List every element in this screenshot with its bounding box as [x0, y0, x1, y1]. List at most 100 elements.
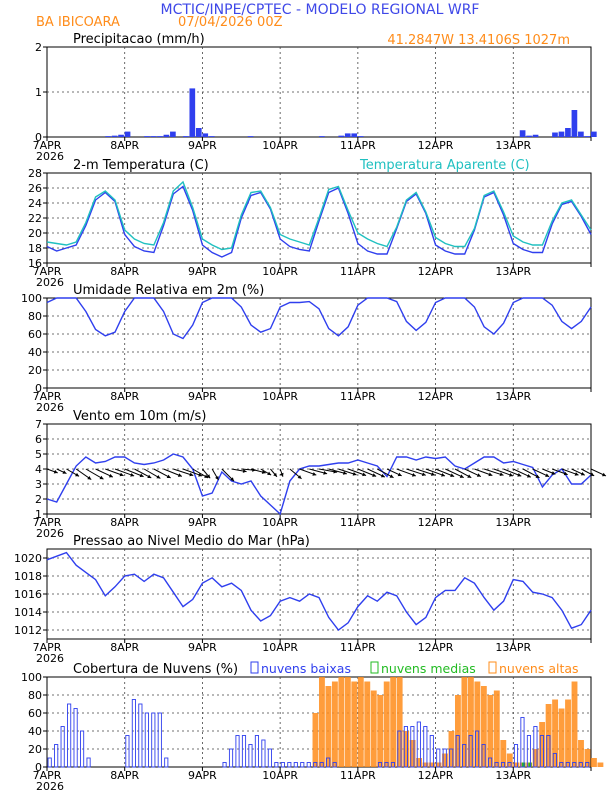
precip-day-label: 12APR: [418, 139, 454, 152]
temp-ytick-label: 26: [28, 182, 42, 195]
wind-vector-head: [545, 473, 550, 477]
cloud-bar-nuvens-altas: [370, 690, 377, 767]
rh-year-label: 2026: [36, 401, 64, 414]
cloud-bar-nuvens-altas: [558, 708, 565, 767]
wind-vector-head: [601, 472, 606, 477]
cloud-bar-nuvens-baixas: [429, 735, 434, 768]
cloud-bar-nuvens-medias: [528, 762, 532, 767]
clouds-day-label: 12APR: [418, 769, 454, 782]
wind-vector-head: [430, 472, 435, 476]
precip-day-label: 13APR: [495, 139, 531, 152]
wind-vector-head: [372, 473, 377, 477]
cloud-bar-nuvens-baixas: [267, 748, 272, 768]
wind-vector-head: [499, 472, 504, 477]
cloud-legend-swatch: [250, 661, 259, 674]
pressure-day-label: 9APR: [188, 641, 217, 654]
cloud-bar-nuvens-baixas: [73, 708, 78, 768]
precip-bar: [344, 133, 351, 137]
precip-bar: [144, 136, 150, 137]
cloud-bar-nuvens-altas: [474, 681, 481, 767]
cloud-bar-nuvens-altas: [552, 699, 559, 767]
temp-ytick-label: 28: [28, 167, 42, 180]
rh-day-label: 7APR: [33, 390, 62, 403]
cloud-bar-nuvens-baixas: [151, 712, 156, 768]
wind-day-label: 8APR: [110, 516, 139, 529]
cloud-bar-nuvens-altas: [416, 758, 423, 767]
precip-bar: [338, 135, 345, 137]
clouds-day-label: 9APR: [188, 769, 217, 782]
rh-ytick-label: 60: [28, 328, 42, 341]
pressure-title: Pressao ao Nivel Medio do Mar (hPa): [73, 534, 310, 549]
cloud-bar-nuvens-baixas: [455, 735, 460, 768]
wind-vector-head: [509, 472, 513, 477]
precip-day-label: 7APR: [33, 139, 62, 152]
rh-line: [46, 297, 592, 340]
wind-vector-head: [563, 471, 568, 476]
precip-day-label: 10APR: [262, 139, 298, 152]
wind-vector-head: [204, 474, 209, 478]
clouds-day-label: 13APR: [495, 769, 531, 782]
cloud-bar-nuvens-baixas: [552, 753, 557, 768]
rh-day-label: 13APR: [495, 390, 531, 403]
cloud-bar-nuvens-altas: [539, 722, 546, 767]
cloud-bar-nuvens-baixas: [500, 762, 506, 768]
cloud-bar-nuvens-baixas: [539, 735, 544, 768]
wind-vector-head: [421, 472, 426, 477]
rh-day-label: 12APR: [418, 390, 454, 403]
rh-day-label: 9APR: [188, 390, 217, 403]
pressure-ytick-label: 1014: [14, 606, 42, 619]
cloud-bar-nuvens-baixas: [241, 735, 247, 768]
rh-ytick-label: 100: [21, 292, 42, 305]
precip-ytick-label: 0: [35, 131, 42, 144]
wind-day-label: 9APR: [188, 516, 217, 529]
cloud-bar-nuvens-altas: [422, 762, 429, 767]
cloud-bar-nuvens-baixas: [144, 712, 149, 768]
temp-day-label: 9APR: [188, 265, 217, 278]
wind-vector-head: [139, 473, 144, 478]
wind-ytick-label: 3: [35, 478, 42, 491]
cloud-bar-nuvens-baixas: [481, 744, 486, 768]
rh-frame: [46, 297, 592, 389]
wind-vector-head: [450, 473, 455, 477]
pressure-day-label: 8APR: [110, 641, 139, 654]
cloud-bar-nuvens-baixas: [533, 726, 538, 768]
cloud-bar-nuvens-baixas: [86, 757, 91, 768]
cloud-bar-nuvens-altas: [319, 677, 325, 767]
cloud-bar-nuvens-altas: [344, 677, 351, 767]
wind-ytick-label: 2: [35, 493, 42, 506]
wind-vector-head: [397, 472, 402, 477]
cloud-bar-nuvens-altas: [364, 681, 371, 767]
wind-vector-head: [352, 471, 357, 476]
cloud-bar-nuvens-baixas: [254, 735, 260, 768]
location-label: BA IBICOARA: [36, 15, 120, 30]
cloud-bar-nuvens-medias: [521, 762, 526, 767]
wind-year-label: 2026: [36, 527, 64, 540]
wind-vector-head: [130, 472, 135, 477]
cloud-bar-nuvens-baixas: [377, 762, 383, 768]
precip-bar: [247, 136, 254, 137]
run-date-label: 07/04/2026 00Z: [178, 15, 283, 30]
wind-vector-head: [189, 472, 194, 477]
cloud-bar-nuvens-baixas: [131, 699, 136, 768]
cloud-legend-label: nuvens baixas: [261, 661, 351, 676]
temp-title: 2-m Temperatura (C): [73, 158, 209, 173]
cloud-bar-nuvens-altas: [467, 677, 474, 767]
cloud-bar-nuvens-baixas: [222, 762, 227, 768]
pressure-day-label: 11APR: [340, 641, 376, 654]
wind-ytick-label: 7: [35, 418, 42, 431]
precip-bar: [150, 136, 157, 137]
wind-ytick-label: 6: [35, 433, 42, 446]
wind-vector-head: [230, 477, 234, 482]
clouds-year-label: 2026: [36, 780, 64, 792]
precip-bar: [189, 88, 196, 137]
cloud-bar-nuvens-baixas: [54, 744, 59, 768]
cloud-bar-nuvens-baixas: [449, 748, 454, 768]
cloud-bar-nuvens-baixas: [306, 762, 311, 768]
cloud-bar-nuvens-baixas: [319, 762, 324, 768]
cloud-bar-nuvens-altas: [591, 758, 597, 767]
clouds-day-label: 11APR: [340, 769, 376, 782]
cloud-bar-nuvens-altas: [338, 677, 345, 767]
wind-vector-head: [62, 470, 67, 474]
